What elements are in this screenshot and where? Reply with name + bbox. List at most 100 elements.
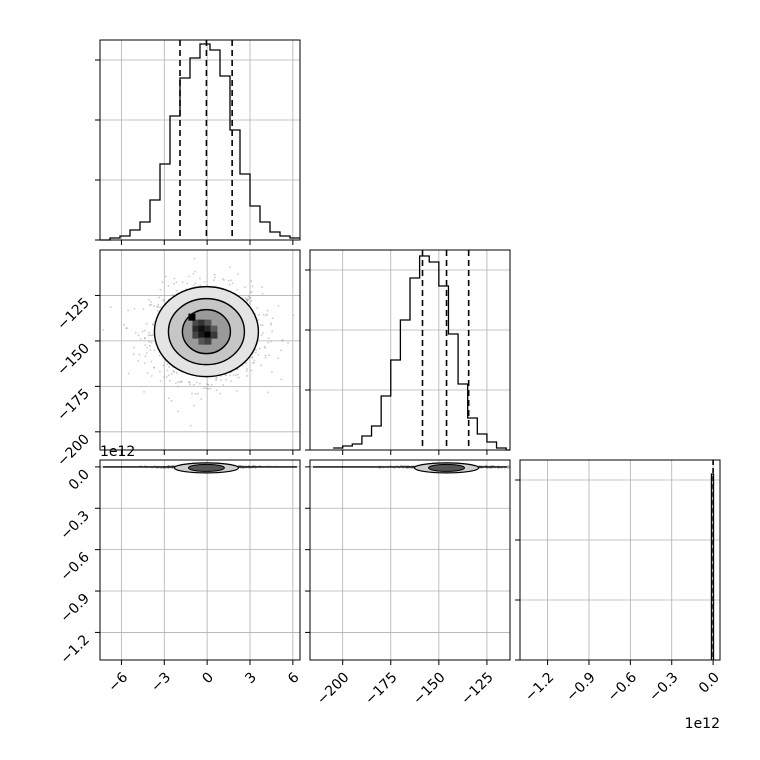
sample-point xyxy=(127,372,130,375)
sample-point xyxy=(163,299,165,302)
sample-point xyxy=(145,352,148,354)
x-tick-label: −3 xyxy=(148,670,174,696)
sample-point xyxy=(246,298,249,301)
density-cell xyxy=(198,325,206,333)
sample-point xyxy=(225,374,227,377)
sample-point xyxy=(281,339,283,342)
sample-point xyxy=(172,370,175,373)
sample-point xyxy=(148,344,151,347)
sample-point xyxy=(194,393,197,395)
sample-point xyxy=(192,272,195,275)
sample-point xyxy=(143,329,146,332)
sample-point xyxy=(271,330,273,333)
sample-point xyxy=(248,302,251,305)
sample-point xyxy=(153,349,156,352)
sample-point xyxy=(252,464,255,467)
panel-1-1 xyxy=(305,249,511,455)
sample-point xyxy=(257,319,260,321)
sample-point xyxy=(145,322,148,325)
sample-point xyxy=(270,340,272,343)
sample-point xyxy=(175,371,178,374)
sample-point xyxy=(150,303,152,306)
density-cell xyxy=(210,331,218,339)
sample-point xyxy=(157,306,160,308)
sample-point xyxy=(508,466,510,468)
sample-point xyxy=(194,282,197,284)
sample-point xyxy=(148,331,151,334)
sample-point xyxy=(267,337,270,340)
sample-point xyxy=(396,464,398,467)
sample-point xyxy=(251,285,254,288)
sample-point xyxy=(188,275,190,278)
sample-point xyxy=(231,282,234,285)
sample-point xyxy=(144,337,146,340)
sample-point xyxy=(251,291,253,293)
sample-point xyxy=(244,362,247,365)
density-cell xyxy=(204,319,212,327)
y-tick-label: −0.9 xyxy=(57,591,92,626)
sample-point xyxy=(199,277,201,280)
sample-point xyxy=(125,327,128,330)
sample-point xyxy=(132,353,135,356)
sample-point xyxy=(188,380,190,383)
sample-point xyxy=(150,360,153,363)
x-tick-label: 6 xyxy=(285,669,303,687)
x-tick-label: −125 xyxy=(458,670,497,709)
sample-point xyxy=(260,334,263,336)
sample-point xyxy=(292,314,295,317)
sample-point xyxy=(254,351,257,354)
sample-point xyxy=(227,279,230,282)
sample-point xyxy=(389,464,392,467)
sample-point xyxy=(132,346,135,349)
sample-point xyxy=(264,356,267,359)
sample-point xyxy=(229,266,232,268)
sample-point xyxy=(197,392,199,395)
sample-point xyxy=(161,299,164,302)
y-tick-label: −125 xyxy=(54,295,93,334)
sample-point xyxy=(237,376,240,379)
sample-point xyxy=(167,397,170,400)
sample-point xyxy=(271,317,274,320)
sample-point xyxy=(142,308,145,311)
sample-point xyxy=(281,339,284,341)
sample-point xyxy=(137,359,140,362)
x-tick-label: −6 xyxy=(105,669,131,695)
sample-point xyxy=(236,389,238,392)
sample-point xyxy=(202,387,205,390)
sample-point xyxy=(166,369,169,372)
density-cell xyxy=(198,319,206,327)
sample-point xyxy=(267,341,270,344)
density-cell xyxy=(204,331,212,339)
sample-point xyxy=(236,288,238,291)
sample-point xyxy=(249,297,252,299)
sample-point xyxy=(207,383,210,386)
sample-point xyxy=(378,467,380,469)
sample-point xyxy=(166,363,169,366)
flat-scatter-frame xyxy=(309,459,511,661)
sample-point xyxy=(232,374,235,376)
sample-point xyxy=(189,383,192,386)
y-tick-label: −0.6 xyxy=(57,549,92,584)
sample-point xyxy=(177,410,180,413)
panel-2-1: −200 −175 −150 −125 xyxy=(305,459,511,709)
sample-point xyxy=(102,329,104,331)
sample-point xyxy=(266,309,269,312)
sample-point xyxy=(148,299,150,301)
sample-point xyxy=(167,284,170,287)
sample-point xyxy=(235,374,237,377)
sample-point xyxy=(251,356,254,359)
sample-point xyxy=(191,392,193,395)
sample-point xyxy=(137,334,140,337)
sample-point xyxy=(159,380,162,382)
sample-point xyxy=(134,331,137,334)
sample-point xyxy=(162,364,165,367)
sample-point xyxy=(150,334,153,337)
density-cell xyxy=(198,331,206,339)
histogram-frame xyxy=(99,39,301,241)
sample-point xyxy=(207,388,210,391)
sample-point xyxy=(219,379,222,382)
x-tick-label: −0.3 xyxy=(646,670,681,705)
x-tick-label: −200 xyxy=(314,670,353,709)
sample-point xyxy=(280,349,283,352)
